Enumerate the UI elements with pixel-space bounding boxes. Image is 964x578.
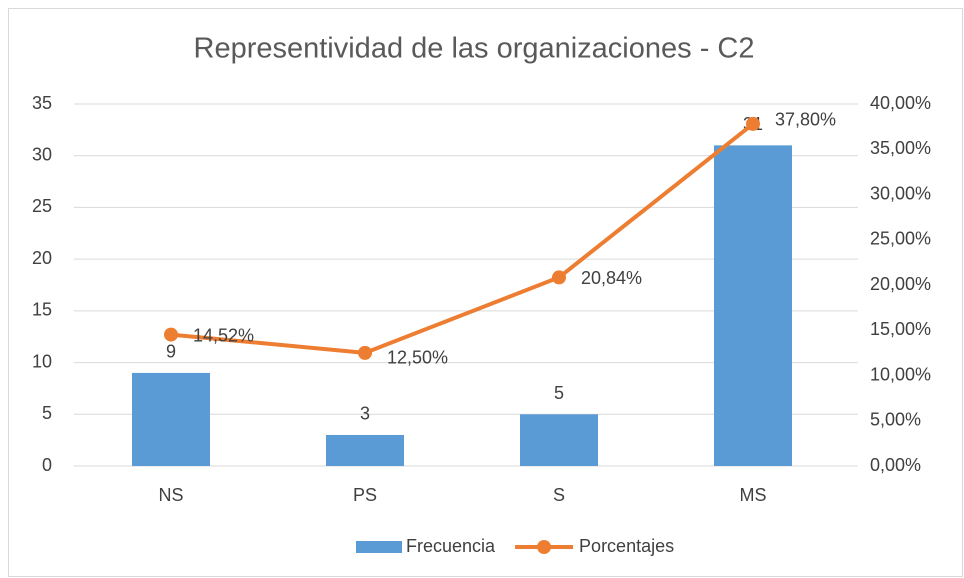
x-tick-label: NS	[158, 485, 183, 505]
y2-tick-label: 10,00%	[870, 364, 931, 384]
y2-tick-label: 35,00%	[870, 138, 931, 158]
chart-title: Representividad de las organizaciones - …	[194, 33, 755, 65]
y2-tick-label: 30,00%	[870, 183, 931, 203]
bar	[132, 372, 210, 466]
legend-label: Frecuencia	[406, 536, 496, 556]
y2-tick-label: 20,00%	[870, 274, 931, 294]
y-tick-label: 25	[32, 196, 52, 216]
y-tick-label: 0	[42, 455, 52, 475]
line-value-label: 12,50%	[387, 348, 448, 368]
y-tick-label: 5	[42, 403, 52, 423]
x-tick-label: PS	[353, 485, 377, 505]
chart-border	[8, 8, 963, 577]
y2-tick-label: 25,00%	[870, 229, 931, 249]
y2-tick-label: 5,00%	[870, 410, 921, 430]
bar-value-label: 5	[554, 383, 564, 403]
y2-tick-label: 40,00%	[870, 93, 931, 113]
line-value-label: 37,80%	[775, 110, 836, 130]
line-marker	[552, 270, 566, 285]
y-tick-label: 30	[32, 144, 52, 164]
bar	[714, 145, 792, 466]
bar	[520, 414, 598, 466]
y-tick-label: 10	[32, 351, 52, 371]
line-marker	[358, 345, 372, 360]
line-marker	[164, 327, 178, 342]
bar	[326, 434, 404, 466]
y2-tick-label: 0,00%	[870, 455, 921, 475]
legend-label: Porcentajes	[579, 536, 674, 556]
line-value-label: 20,84%	[581, 268, 642, 288]
line	[170, 122, 755, 355]
y2-tick-label: 15,00%	[870, 319, 931, 339]
bar-value-label: 9	[166, 342, 176, 362]
line-value-label: 14,52%	[193, 325, 254, 345]
y-tick-label: 15	[32, 300, 52, 320]
y-tick-label: 35	[32, 93, 52, 113]
legend-swatch	[356, 541, 402, 553]
y-tick-label: 20	[32, 248, 52, 268]
bar-value-label: 3	[360, 404, 370, 424]
legend-marker	[537, 540, 552, 554]
line-marker	[746, 116, 760, 131]
x-tick-label: MS	[740, 485, 767, 505]
x-tick-label: S	[553, 485, 565, 505]
